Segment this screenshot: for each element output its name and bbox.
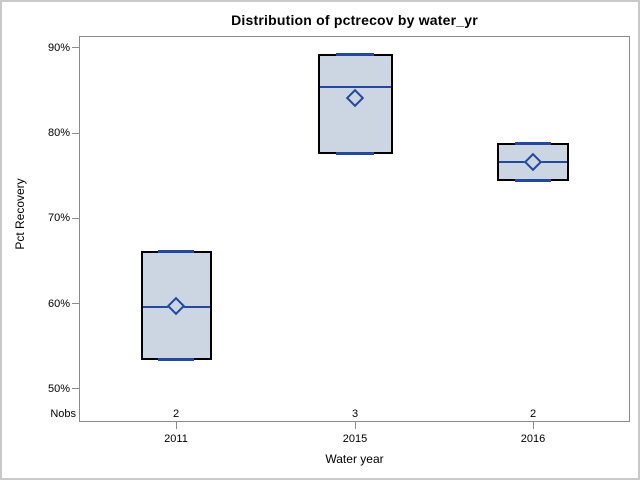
- y-tick-label: 50%: [47, 382, 70, 395]
- x-tick-label: 2015: [342, 433, 368, 445]
- nobs-value: 3: [351, 408, 359, 420]
- x-tick-mark: [533, 422, 534, 429]
- y-tick-label: 70%: [47, 212, 70, 225]
- whisker-cap-bottom: [158, 357, 194, 361]
- y-tick-mark: [72, 47, 79, 49]
- x-axis-title: Water year: [325, 452, 384, 466]
- whisker-cap-bottom: [336, 151, 374, 155]
- median-line: [319, 86, 391, 89]
- y-tick-mark: [72, 132, 79, 134]
- nobs-row-label: Nobs: [50, 408, 76, 420]
- nobs-value: 2: [172, 408, 180, 420]
- whisker-cap-top: [515, 142, 551, 146]
- y-tick-label: 80%: [47, 127, 70, 140]
- y-tick-mark: [72, 388, 79, 390]
- y-tick-mark: [72, 303, 79, 305]
- whisker-cap-bottom: [515, 178, 551, 182]
- chart-title: Distribution of pctrecov by water_yr: [231, 12, 478, 28]
- x-tick-mark: [176, 422, 177, 429]
- x-tick-label: 2016: [520, 433, 546, 445]
- whisker-cap-top: [336, 52, 374, 56]
- nobs-value: 2: [529, 408, 537, 420]
- whisker-cap-top: [158, 249, 194, 253]
- x-tick-mark: [355, 422, 356, 429]
- x-tick-label: 2011: [164, 433, 188, 445]
- y-tick-mark: [72, 217, 79, 219]
- y-tick-label: 90%: [47, 41, 70, 54]
- y-tick-label: 60%: [47, 297, 70, 310]
